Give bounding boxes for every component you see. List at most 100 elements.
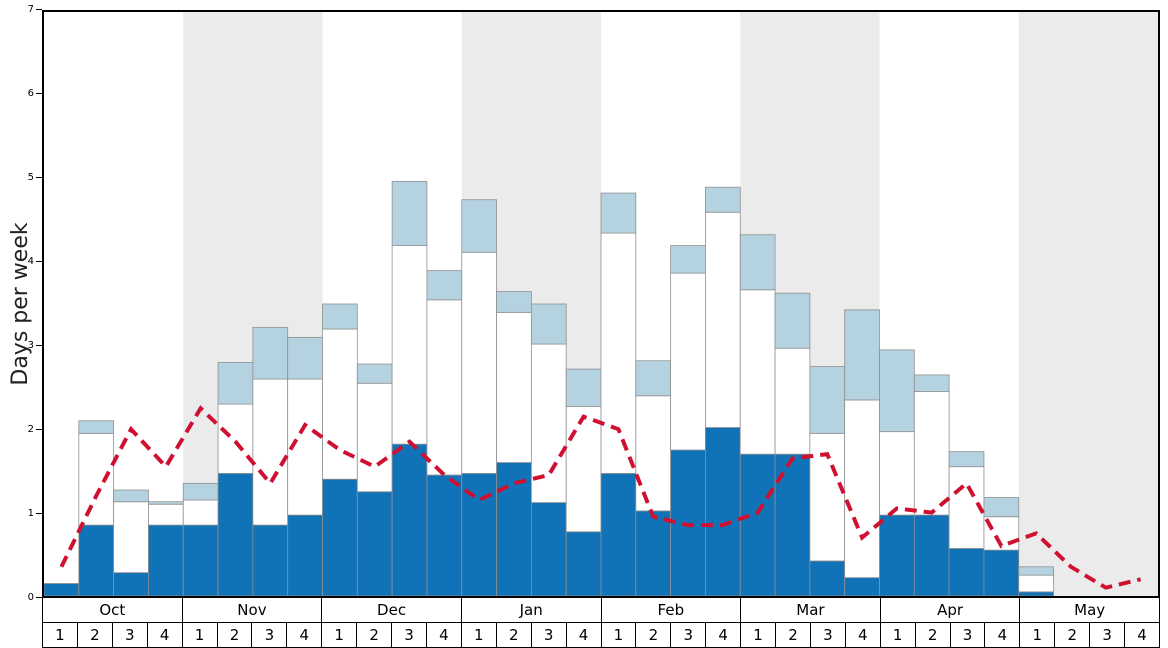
month-label: Mar: [741, 598, 881, 622]
light-blue-bar-segment: [391, 180, 428, 246]
month-label: Dec: [322, 598, 462, 622]
week-label: 2: [218, 623, 253, 647]
light-blue-bar-segment: [496, 291, 532, 313]
month-axis: Oct Nov Dec Jan Feb Mar Apr May: [42, 598, 1160, 623]
white-bar-segment: [78, 432, 115, 526]
white-bar-segment: [844, 399, 880, 579]
white-bar-segment: [426, 299, 463, 476]
week-label: 4: [706, 623, 742, 647]
white-bar-segment: [391, 245, 428, 445]
y-tick-mark: [36, 429, 42, 430]
light-blue-bar-segment: [600, 192, 637, 234]
white-bar-segment: [356, 382, 393, 493]
light-blue-bar-segment: [774, 292, 811, 349]
dark-blue-bar-segment: [600, 472, 637, 596]
dark-blue-bar-segment: [705, 427, 741, 596]
light-blue-bar-segment: [182, 482, 219, 501]
dark-blue-bar-segment: [913, 514, 950, 596]
light-blue-bar-segment: [217, 362, 254, 405]
week-label: 2: [78, 623, 113, 647]
week-label: 4: [567, 623, 602, 647]
light-blue-bar-segment: [913, 374, 950, 392]
white-bar-segment: [496, 311, 532, 463]
red-dashed-line: [59, 405, 1142, 590]
dark-blue-bar-segment: [252, 524, 289, 596]
month-band: [1018, 12, 1158, 596]
white-bar-segment: [774, 347, 811, 455]
light-blue-bar-segment: [809, 366, 846, 434]
chart-canvas: [44, 12, 1158, 596]
white-bar-segment: [252, 378, 289, 526]
white-bar-segment: [739, 289, 776, 455]
dark-blue-bar-segment: [44, 583, 80, 596]
dark-blue-bar-segment: [287, 514, 323, 596]
y-axis: 0 1 2 3 4 5 6 7: [0, 0, 42, 648]
light-blue-bar-segment: [1018, 566, 1054, 576]
week-label: 2: [1055, 623, 1091, 647]
white-bar-segment: [1018, 574, 1054, 593]
dark-blue-bar-segment: [322, 478, 358, 596]
dark-blue-bar-segment: [148, 524, 184, 596]
y-tick-label: 1: [27, 508, 34, 519]
white-bar-segment: [217, 403, 254, 474]
week-label: 2: [357, 623, 393, 647]
white-bar-segment: [461, 251, 497, 474]
dark-blue-bar-segment: [565, 531, 602, 596]
y-tick-mark: [36, 93, 42, 94]
week-label: 3: [1090, 623, 1126, 647]
light-blue-bar-segment: [983, 497, 1020, 518]
light-blue-bar-segment: [461, 199, 497, 253]
y-tick-label: 2: [27, 424, 34, 435]
month-label: Oct: [43, 598, 183, 622]
y-tick-label: 5: [27, 172, 34, 183]
y-tick-mark: [36, 261, 42, 262]
week-label: 1: [1020, 623, 1056, 647]
week-label: 3: [392, 623, 427, 647]
dark-blue-bar-segment: [670, 449, 706, 596]
light-blue-bar-segment: [322, 303, 358, 330]
week-label: 1: [881, 623, 916, 647]
dark-blue-bar-segment: [182, 524, 219, 596]
white-bar-segment: [600, 232, 637, 474]
dark-blue-bar-segment: [496, 462, 532, 596]
dark-blue-bar-segment: [635, 510, 672, 596]
light-blue-bar-segment: [530, 303, 567, 345]
light-blue-bar-segment: [148, 501, 184, 505]
white-bar-segment: [148, 503, 184, 526]
y-tick-mark: [36, 597, 42, 598]
week-label: 2: [776, 623, 811, 647]
white-bar-segment: [705, 211, 741, 428]
dark-blue-bar-segment: [426, 474, 463, 596]
dark-blue-bar-segment: [530, 502, 567, 596]
light-blue-bar-segment: [252, 326, 289, 380]
y-tick-label: 0: [27, 592, 34, 603]
light-blue-bar-segment: [844, 309, 880, 401]
dark-blue-bar-segment: [391, 443, 428, 596]
week-label: 4: [985, 623, 1021, 647]
week-label: 1: [741, 623, 777, 647]
light-blue-bar-segment: [565, 368, 602, 408]
dark-blue-bar-segment: [739, 453, 776, 596]
white-bar-segment: [913, 391, 950, 516]
month-label: Nov: [183, 598, 323, 622]
week-label: 3: [113, 623, 148, 647]
month-label: May: [1074, 601, 1106, 619]
week-label: 2: [916, 623, 951, 647]
y-tick-mark: [36, 177, 42, 178]
week-label: 1: [462, 623, 497, 647]
dark-blue-bar-segment: [844, 577, 880, 596]
plot-area: [42, 10, 1160, 598]
light-blue-bar-segment: [635, 360, 672, 397]
dark-blue-bar-segment: [113, 572, 149, 596]
dark-blue-bar-segment: [983, 549, 1020, 596]
week-label: 3: [532, 623, 567, 647]
light-blue-bar-segment: [948, 451, 985, 468]
light-blue-bar-segment: [426, 270, 463, 301]
y-tick-label: 3: [27, 340, 34, 351]
light-blue-bar-segment: [879, 349, 915, 433]
y-tick-mark: [36, 345, 42, 346]
white-bar-segment: [635, 395, 672, 512]
dark-blue-bar-segment: [948, 548, 985, 596]
